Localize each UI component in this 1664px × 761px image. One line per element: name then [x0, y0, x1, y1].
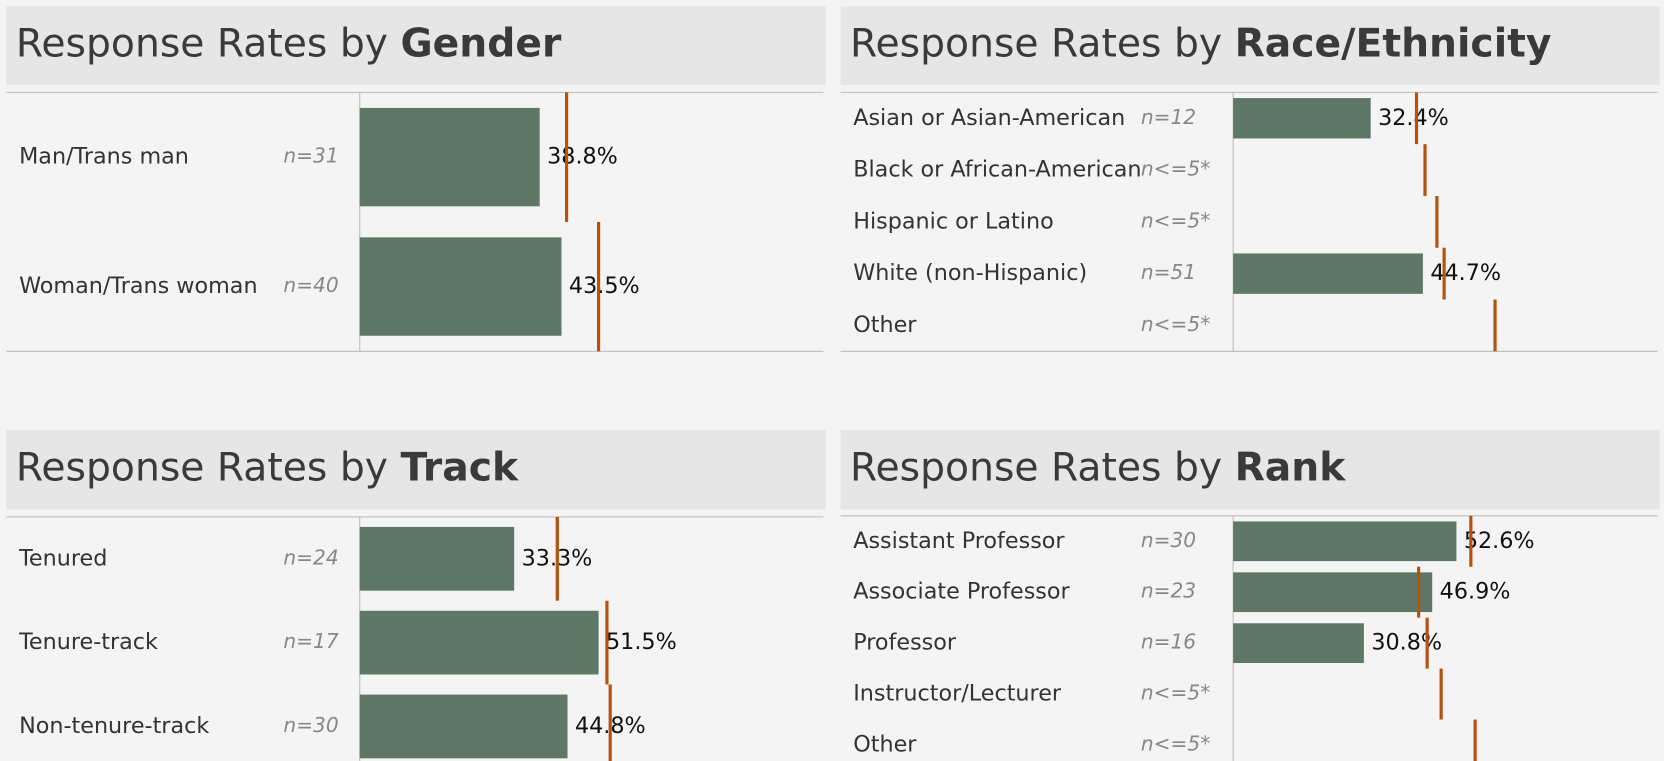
category-label: Tenure-track — [18, 629, 158, 655]
n-label: n=24 — [283, 545, 338, 569]
category-label: White (non-Hispanic) — [853, 260, 1087, 286]
category-label: Black or African-American — [853, 157, 1141, 183]
bar — [359, 694, 568, 759]
panel-header — [6, 429, 826, 510]
category-label: Assistant Professor — [853, 528, 1065, 554]
n-label: n=23 — [1141, 579, 1196, 603]
category-label: Associate Professor — [853, 579, 1070, 605]
panel-title: Response Rates by Track — [16, 445, 519, 490]
panel-header — [840, 6, 1660, 85]
n-label: n=31 — [283, 144, 338, 168]
bar — [359, 237, 562, 336]
title-emphasis: Gender — [400, 21, 561, 66]
n-label: n=17 — [283, 629, 338, 653]
bar — [1233, 98, 1371, 139]
n-label: n<=5* — [1141, 208, 1210, 232]
panel-header — [840, 429, 1660, 510]
category-label: Non-tenure-track — [19, 713, 209, 739]
n-label: n=16 — [1141, 630, 1196, 654]
bar — [359, 610, 599, 675]
title-text: Response Rates by — [16, 445, 388, 490]
title-text: Response Rates by — [850, 445, 1222, 490]
bar — [1233, 572, 1433, 613]
bar — [359, 107, 540, 207]
category-label: Instructor/Lecturer — [853, 681, 1062, 707]
bar — [1233, 623, 1364, 664]
n-label: n=40 — [283, 273, 338, 297]
title-text: Response Rates by — [850, 21, 1222, 66]
n-label: n=12 — [1141, 105, 1196, 129]
category-label: Woman/Trans woman — [19, 273, 257, 299]
category-label: Other — [853, 312, 917, 338]
value-label: 44.7% — [1430, 260, 1501, 286]
title-emphasis: Track — [400, 445, 519, 490]
bar — [1233, 521, 1457, 562]
panel-title: Response Rates by Gender — [16, 21, 562, 66]
n-label: n=30 — [283, 713, 338, 737]
title-text: Response Rates by — [16, 21, 388, 66]
n-label: n<=5* — [1141, 312, 1210, 336]
panel-title: Response Rates by Race/Ethnicity — [850, 21, 1551, 66]
category-label: Professor — [853, 630, 957, 656]
value-label: 32.4% — [1378, 105, 1449, 131]
n-label: n<=5* — [1141, 681, 1210, 705]
value-label: 51.5% — [606, 629, 677, 655]
category-label: Hispanic or Latino — [853, 208, 1053, 234]
value-label: 52.6% — [1464, 528, 1535, 554]
category-label: Asian or Asian-American — [853, 105, 1125, 131]
bar — [1233, 253, 1423, 294]
value-label: 43.5% — [569, 273, 640, 299]
bar — [359, 526, 515, 591]
category-label: Tenured — [18, 545, 107, 571]
n-label: n<=5* — [1141, 732, 1210, 756]
value-label: 30.8% — [1371, 630, 1442, 656]
category-label: Other — [853, 732, 917, 758]
title-emphasis: Race/Ethnicity — [1235, 21, 1552, 66]
n-label: n=51 — [1141, 260, 1196, 284]
value-label: 46.9% — [1440, 579, 1511, 605]
panel-title: Response Rates by Rank — [850, 445, 1346, 490]
title-emphasis: Rank — [1235, 445, 1347, 490]
n-label: n=30 — [1141, 528, 1196, 552]
n-label: n<=5* — [1141, 157, 1210, 181]
panel-header — [6, 6, 826, 85]
category-label: Man/Trans man — [19, 144, 189, 170]
value-label: 38.8% — [547, 144, 618, 170]
